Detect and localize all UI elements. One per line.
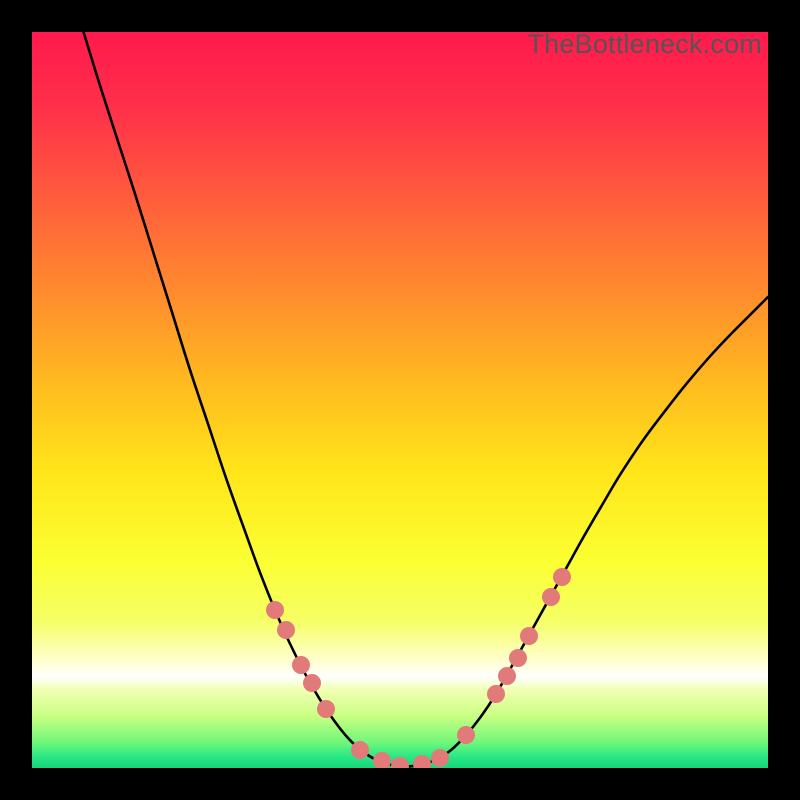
watermark-text: TheBottleneck.com (527, 32, 762, 60)
curve-marker (303, 674, 321, 692)
curve-marker (292, 656, 310, 674)
curve-marker (498, 667, 516, 685)
outer-frame: TheBottleneck.com (0, 0, 800, 800)
curve-marker (266, 601, 284, 619)
plot-area: TheBottleneck.com (32, 32, 768, 768)
curve-marker (457, 726, 475, 744)
curve-marker (542, 588, 560, 606)
curve-marker (413, 755, 431, 768)
curve-marker (431, 749, 449, 767)
curve-marker (391, 757, 409, 768)
background-gradient (32, 32, 768, 768)
curve-marker (553, 568, 571, 586)
curve-marker (277, 621, 295, 639)
curve-marker (317, 700, 335, 718)
curve-marker (509, 649, 527, 667)
curve-marker (373, 752, 391, 768)
curve-marker (351, 741, 369, 759)
curve-marker (520, 627, 538, 645)
curve-marker (487, 685, 505, 703)
